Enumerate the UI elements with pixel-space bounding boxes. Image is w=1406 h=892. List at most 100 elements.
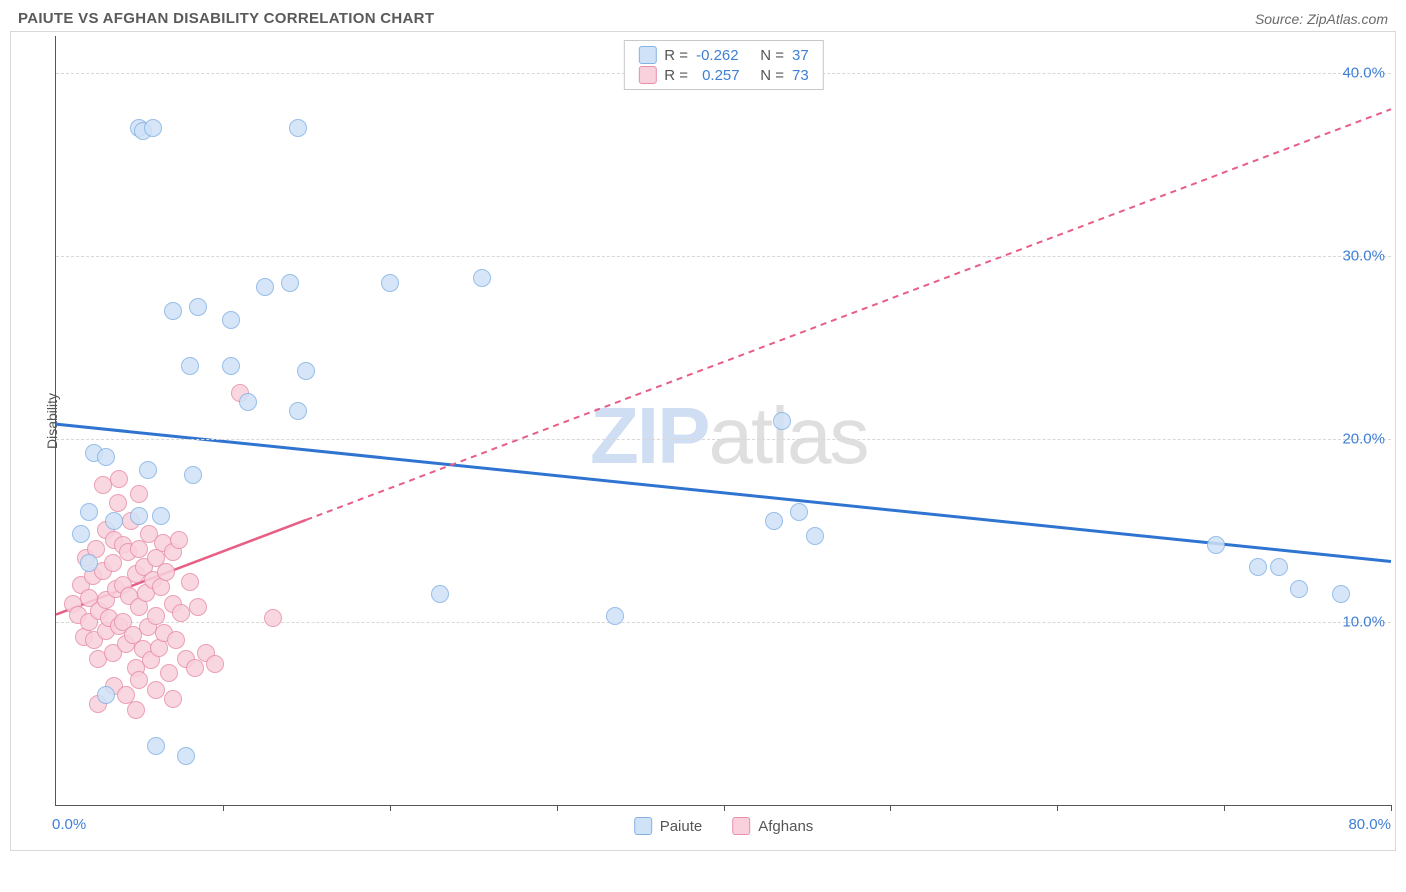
- series-name-paiute: Paiute: [660, 818, 703, 835]
- gridline: [56, 622, 1391, 623]
- data-point: [130, 507, 148, 525]
- data-point: [381, 274, 399, 292]
- swatch-afghans: [638, 66, 656, 84]
- trend-lines: [56, 36, 1391, 805]
- swatch-paiute-bottom: [634, 817, 652, 835]
- data-point: [104, 554, 122, 572]
- data-point: [130, 485, 148, 503]
- data-point: [289, 402, 307, 420]
- data-point: [181, 357, 199, 375]
- data-point: [72, 525, 90, 543]
- data-point: [1270, 558, 1288, 576]
- data-point: [473, 269, 491, 287]
- ytick-label: 30.0%: [1342, 247, 1385, 264]
- xtick: [223, 805, 224, 811]
- xtick: [890, 805, 891, 811]
- legend-r-label: R =: [664, 47, 688, 64]
- legend-row-paiute: R = -0.262 N = 37: [638, 45, 808, 65]
- data-point: [181, 573, 199, 591]
- data-point: [222, 357, 240, 375]
- legend-n-label: N =: [756, 47, 784, 64]
- ytick-label: 40.0%: [1342, 64, 1385, 81]
- gridline: [56, 256, 1391, 257]
- data-point: [239, 393, 257, 411]
- data-point: [431, 585, 449, 603]
- watermark: ZIPatlas: [590, 390, 867, 482]
- data-point: [164, 302, 182, 320]
- data-point: [1207, 536, 1225, 554]
- data-point: [790, 503, 808, 521]
- data-point: [1332, 585, 1350, 603]
- xtick: [390, 805, 391, 811]
- data-point: [110, 470, 128, 488]
- data-point: [127, 701, 145, 719]
- data-point: [147, 681, 165, 699]
- data-point: [1249, 558, 1267, 576]
- data-point: [167, 631, 185, 649]
- data-point: [206, 655, 224, 673]
- xtick: [1391, 805, 1392, 811]
- watermark-zip: ZIP: [590, 391, 708, 480]
- plot-area: Disability ZIPatlas R = -0.262 N = 37 R …: [55, 36, 1391, 806]
- data-point: [105, 512, 123, 530]
- legend-r-value-afghans: 0.257: [696, 67, 748, 84]
- y-axis-label: Disability: [44, 392, 60, 448]
- data-point: [80, 554, 98, 572]
- data-point: [157, 563, 175, 581]
- data-point: [765, 512, 783, 530]
- data-point: [773, 412, 791, 430]
- legend-row-afghans: R = 0.257 N = 73: [638, 65, 808, 85]
- data-point: [189, 298, 207, 316]
- ytick-label: 20.0%: [1342, 430, 1385, 447]
- x-origin-label: 0.0%: [52, 816, 86, 833]
- data-point: [97, 686, 115, 704]
- chart-title: PAIUTE VS AFGHAN DISABILITY CORRELATION …: [18, 10, 434, 27]
- chart-wrapper: PAIUTE VS AFGHAN DISABILITY CORRELATION …: [10, 10, 1396, 851]
- xtick: [1224, 805, 1225, 811]
- series-legend-paiute: Paiute: [634, 817, 703, 835]
- swatch-paiute: [638, 46, 656, 64]
- data-point: [297, 362, 315, 380]
- plot-box: Disability ZIPatlas R = -0.262 N = 37 R …: [10, 31, 1396, 851]
- header-row: PAIUTE VS AFGHAN DISABILITY CORRELATION …: [10, 10, 1396, 31]
- data-point: [806, 527, 824, 545]
- chart-source: Source: ZipAtlas.com: [1255, 11, 1388, 27]
- data-point: [289, 119, 307, 137]
- data-point: [147, 737, 165, 755]
- swatch-afghans-bottom: [732, 817, 750, 835]
- data-point: [152, 507, 170, 525]
- data-point: [177, 747, 195, 765]
- xtick: [557, 805, 558, 811]
- data-point: [164, 690, 182, 708]
- data-point: [139, 461, 157, 479]
- legend-r-label: R =: [664, 67, 688, 84]
- data-point: [281, 274, 299, 292]
- series-name-afghans: Afghans: [758, 818, 813, 835]
- data-point: [222, 311, 240, 329]
- xtick: [1057, 805, 1058, 811]
- series-legend: Paiute Afghans: [634, 817, 814, 835]
- data-point: [186, 659, 204, 677]
- data-point: [256, 278, 274, 296]
- data-point: [1290, 580, 1308, 598]
- legend-n-value-paiute: 37: [792, 47, 809, 64]
- legend-n-value-afghans: 73: [792, 67, 809, 84]
- xtick: [724, 805, 725, 811]
- data-point: [109, 494, 127, 512]
- x-end-label: 80.0%: [1348, 816, 1391, 833]
- data-point: [172, 604, 190, 622]
- data-point: [606, 607, 624, 625]
- data-point: [80, 503, 98, 521]
- data-point: [147, 607, 165, 625]
- data-point: [130, 671, 148, 689]
- data-point: [144, 119, 162, 137]
- data-point: [94, 476, 112, 494]
- data-point: [160, 664, 178, 682]
- watermark-atlas: atlas: [708, 391, 867, 480]
- legend-n-label: N =: [756, 67, 784, 84]
- data-point: [97, 448, 115, 466]
- correlation-legend: R = -0.262 N = 37 R = 0.257 N = 73: [623, 40, 823, 90]
- data-point: [264, 609, 282, 627]
- data-point: [170, 531, 188, 549]
- gridline: [56, 439, 1391, 440]
